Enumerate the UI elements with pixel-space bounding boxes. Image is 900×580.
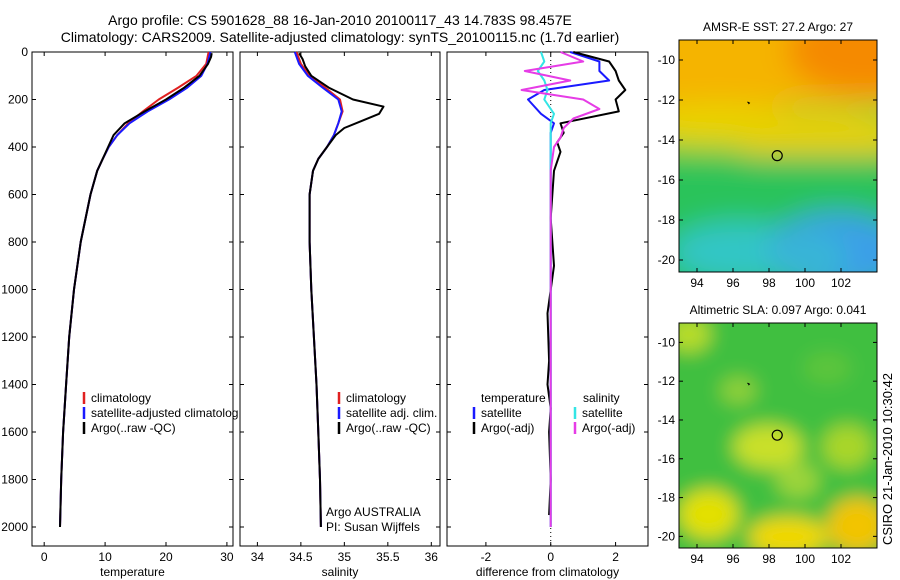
map-2-ytick-label: -16 (658, 452, 676, 466)
profile-3-frame (446, 51, 649, 547)
map-1-float-marker (771, 150, 783, 162)
map-1-xtick-label: 96 (726, 276, 740, 290)
map-1-ytick-label: -16 (658, 173, 676, 187)
profile-1-xlabel: temperature (100, 565, 165, 579)
map-2-blob-6 (720, 376, 757, 405)
map-2-field-blur (679, 323, 877, 548)
map-2-xtick-label: 102 (831, 552, 851, 566)
map-1-ytick-label: -18 (658, 213, 676, 227)
map-2-xtick-label: 98 (762, 552, 776, 566)
map-2-ytick-label: -18 (658, 491, 676, 505)
map-1-track-icon (747, 101, 751, 105)
map-1-cyan-mid (769, 232, 849, 272)
map-2-ytick-label: -20 (658, 529, 676, 543)
legend-diff-temp-satellite-label: satellite (481, 406, 522, 420)
map-1-ytick-label: -12 (658, 93, 676, 107)
map-1-ytick-label: -10 (658, 53, 676, 67)
map-2-float-marker (771, 429, 783, 441)
profile-2-series-argo (298, 52, 385, 528)
profile-2-xtick-label: 34.5 (289, 550, 313, 564)
map-2-track-icon (747, 382, 751, 386)
legend-diff-temp-argo-label: Argo(-adj) (481, 421, 534, 435)
annotation-pi-name: PI: Susan Wijffels (326, 520, 420, 534)
legend-temp-argo-label: Argo(..raw -QC) (91, 421, 176, 435)
map-2-ytick-label: -12 (658, 374, 676, 388)
map-1-ytick-label: -14 (658, 133, 676, 147)
legend-temp-climatology-label: climatology (91, 391, 151, 405)
map-2-title: Altimetric SLA: 0.097 Argo: 0.041 (690, 303, 867, 317)
map-1-field (679, 40, 877, 272)
profile-1-ytick-label: 200 (8, 93, 28, 107)
legend-sal-argo-label: Argo(..raw -QC) (346, 421, 431, 435)
profile-1-xtick-label: 10 (98, 550, 112, 564)
profile-1-ytick-label: 0 (21, 45, 28, 59)
profile-1-ytick-label: 2000 (1, 520, 28, 534)
map-2-frame (678, 322, 878, 549)
map-2-xtick-label: 94 (690, 552, 704, 566)
map-1-xtick-label: 102 (831, 276, 851, 290)
map-2-blob-1 (733, 424, 804, 469)
profile-1-xtick-label: 0 (41, 550, 48, 564)
map-2-field (679, 323, 877, 548)
legend-diff-title-salinity: salinity (583, 391, 620, 405)
legend-sal-climatology-label: climatology (346, 391, 406, 405)
map-2-blob-4 (827, 497, 877, 548)
map-1-hot-core (787, 40, 877, 95)
profile-1-ytick-label: 600 (8, 188, 28, 202)
profile-1-frame (31, 51, 234, 547)
map-2-blob-7 (803, 352, 852, 384)
figure-title-line2: Climatology: CARS2009. Satellite-adjuste… (60, 29, 620, 45)
profile-3-xtick-label: -2 (481, 550, 492, 564)
legend-diff-title-temperature: temperature (481, 391, 546, 405)
profile-1-ytick-label: 1800 (1, 473, 28, 487)
legend-temp-satellite-label: satellite-adjusted climatolog (91, 406, 238, 420)
map-2-ytick-label: -14 (658, 413, 676, 427)
map-1-field-blur (679, 40, 877, 272)
profile-3-xtick-label: 2 (612, 550, 619, 564)
profile-3-series-argo (546, 51, 627, 516)
legend-diff-sal-argo-label: Argo(-adj) (582, 421, 635, 435)
profile-1-ytick-label: 400 (8, 140, 28, 154)
map-2-blob-0 (679, 323, 711, 353)
map-2-blob-8 (775, 462, 820, 499)
map-2-xtick-label: 96 (726, 552, 740, 566)
map-1-frame (678, 39, 878, 273)
annotation-argo-australia: Argo AUSTRALIA (326, 505, 421, 519)
profile-2-xtick-label: 35.5 (376, 550, 400, 564)
map-1-xtick-label: 94 (690, 276, 704, 290)
profile-2-xtick-label: 35 (338, 550, 352, 564)
profile-1-xtick-label: 30 (220, 550, 234, 564)
profile-2-xtick-label: 36 (425, 550, 439, 564)
map-1-xtick-label: 98 (762, 276, 776, 290)
profile-1-ytick-label: 1200 (1, 330, 28, 344)
map-1-xtick-label: 100 (795, 276, 815, 290)
map-2-ytick-label: -10 (658, 335, 676, 349)
profile-1-ytick-label: 1400 (1, 378, 28, 392)
profile-1-ytick-label: 1600 (1, 425, 28, 439)
profile-1-ytick-label: 800 (8, 235, 28, 249)
figure-title-line1: Argo profile: CS 5901628_88 16-Jan-2010 … (108, 12, 572, 28)
map-1-yellow-e (727, 111, 877, 164)
profile-2-frame (239, 51, 441, 547)
profile-2-xtick-label: 34 (251, 550, 265, 564)
map-2-xtick-label: 100 (795, 552, 815, 566)
profile-2-xlabel: salinity (322, 565, 359, 579)
legend-diff-sal-satellite-label: satellite (582, 406, 623, 420)
legend-sal-satellite-label: satellite adj. clim. (346, 406, 437, 420)
profile-1-ytick-label: 1000 (1, 283, 28, 297)
map-2-blob-2 (679, 489, 739, 540)
map-2-blob-3 (747, 516, 828, 548)
map-1-title: AMSR-E SST: 27.2 Argo: 27 (703, 20, 853, 34)
profile-3-xlabel: difference from climatology (476, 565, 619, 579)
profile-1-xtick-label: 20 (159, 550, 173, 564)
profile-3-xtick-label: 0 (547, 550, 554, 564)
profile-3-series-sal_argo (520, 51, 601, 527)
map-2-blob-5 (822, 424, 873, 469)
profile-1-series-argo (59, 53, 213, 528)
map-1-ytick-label: -20 (658, 253, 676, 267)
